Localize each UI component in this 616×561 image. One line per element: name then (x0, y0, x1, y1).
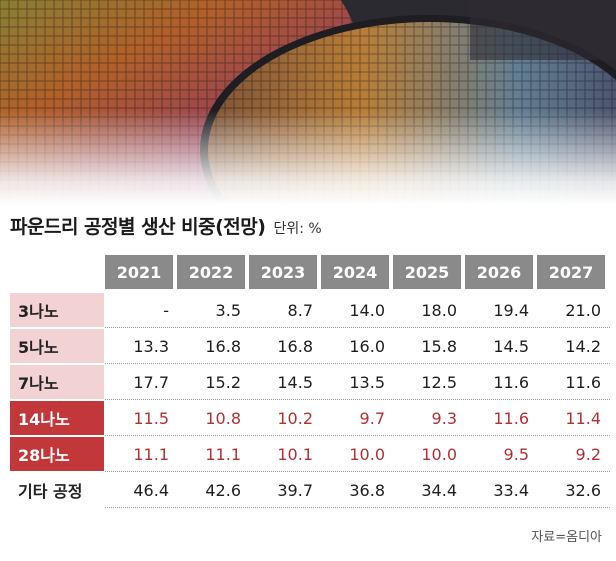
row-divider (105, 399, 610, 400)
table-cell: 11.6 (565, 372, 601, 392)
chart-title: 파운드리 공정별 생산 비중(전망) (10, 216, 266, 238)
table-row: 14나노 11.5 10.8 10.2 9.7 9.3 11.6 11.4 (0, 401, 616, 436)
table-cell: 14.5 (493, 336, 529, 356)
table-cell: 13.5 (349, 372, 385, 392)
table-cell: 11.1 (133, 444, 169, 464)
table-cell: 17.7 (133, 372, 169, 392)
year-header-2023: 2023 (249, 255, 317, 289)
table-cell: 11.1 (205, 444, 241, 464)
table-cell: 16.8 (277, 336, 313, 356)
row-divider (105, 471, 610, 472)
table-cell: 32.6 (565, 480, 601, 500)
table-cell: 8.7 (287, 300, 313, 320)
table-cell: - (163, 300, 169, 320)
year-header-2025: 2025 (393, 255, 461, 289)
table-cell: 10.2 (277, 408, 313, 428)
table-cell: 9.5 (503, 444, 529, 464)
year-header-2022: 2022 (177, 255, 245, 289)
table-cell: 11.6 (493, 372, 529, 392)
table-cell: 16.8 (205, 336, 241, 356)
row-values: 46.4 42.6 39.7 36.8 34.4 33.4 32.6 (105, 473, 605, 507)
row-label: 28나노 (10, 437, 104, 471)
table-cell: 46.4 (133, 480, 169, 500)
row-label: 기타 공정 (18, 482, 83, 501)
table-cell: 16.0 (349, 336, 385, 356)
table-cell: 19.4 (493, 300, 529, 320)
table-cell: 14.0 (349, 300, 385, 320)
table-cell: 18.0 (421, 300, 457, 320)
table-cell: 12.5 (421, 372, 457, 392)
table-row: 3나노 - 3.5 8.7 14.0 18.0 19.4 21.0 (0, 293, 616, 328)
year-header-2027: 2027 (537, 255, 605, 289)
row-divider (105, 435, 610, 436)
table-cell: 3.5 (215, 300, 241, 320)
table-row: 5나노 13.3 16.8 16.8 16.0 15.8 14.5 14.2 (0, 329, 616, 364)
table-cell: 11.6 (493, 408, 529, 428)
row-values: 17.7 15.2 14.5 13.5 12.5 11.6 11.6 (105, 365, 605, 399)
table-cell: 10.1 (277, 444, 313, 464)
table-cell: 39.7 (277, 480, 313, 500)
row-label: 14나노 (10, 401, 104, 435)
table-cell: 10.8 (205, 408, 241, 428)
table-cell: 10.0 (349, 444, 385, 464)
table-cell: 9.3 (431, 408, 457, 428)
table-row: 28나노 11.1 11.1 10.1 10.0 10.0 9.5 9.2 (0, 437, 616, 472)
year-header-row: 2021 2022 2023 2024 2025 2026 2027 (105, 255, 605, 289)
table-cell: 33.4 (493, 480, 529, 500)
wafer-photo (0, 0, 616, 205)
table-cell: 42.6 (205, 480, 241, 500)
table-cell: 34.4 (421, 480, 457, 500)
table-row: 7나노 17.7 15.2 14.5 13.5 12.5 11.6 11.6 (0, 365, 616, 400)
chart-heading: 파운드리 공정별 생산 비중(전망) 단위: % (10, 212, 322, 242)
row-values: 13.3 16.8 16.8 16.0 15.8 14.5 14.2 (105, 329, 605, 363)
table-cell: 21.0 (565, 300, 601, 320)
table-cell: 36.8 (349, 480, 385, 500)
unit-label: 단위: % (273, 221, 322, 237)
row-label: 3나노 (10, 293, 104, 327)
row-label: 5나노 (10, 329, 104, 363)
table-cell: 15.8 (421, 336, 457, 356)
table-cell: 11.5 (133, 408, 169, 428)
table-cell: 10.0 (421, 444, 457, 464)
table-cell: 13.3 (133, 336, 169, 356)
row-values: 11.5 10.8 10.2 9.7 9.3 11.6 11.4 (105, 401, 605, 435)
table-cell: 14.5 (277, 372, 313, 392)
row-values: 11.1 11.1 10.1 10.0 10.0 9.5 9.2 (105, 437, 605, 471)
table-cell: 14.2 (565, 336, 601, 356)
row-label: 7나노 (10, 365, 104, 399)
row-divider (105, 507, 610, 508)
year-header-2021: 2021 (105, 255, 173, 289)
table-cell: 11.4 (565, 408, 601, 428)
row-divider (105, 327, 610, 328)
year-header-2024: 2024 (321, 255, 389, 289)
table-cell: 15.2 (205, 372, 241, 392)
table-cell: 9.7 (359, 408, 385, 428)
source-note: 자료=옴디아 (531, 530, 602, 545)
year-header-2026: 2026 (465, 255, 533, 289)
row-values: - 3.5 8.7 14.0 18.0 19.4 21.0 (105, 293, 605, 327)
table-row: 기타 공정 46.4 42.6 39.7 36.8 34.4 33.4 32.6 (0, 473, 616, 508)
table-cell: 9.2 (575, 444, 601, 464)
row-divider (105, 363, 610, 364)
